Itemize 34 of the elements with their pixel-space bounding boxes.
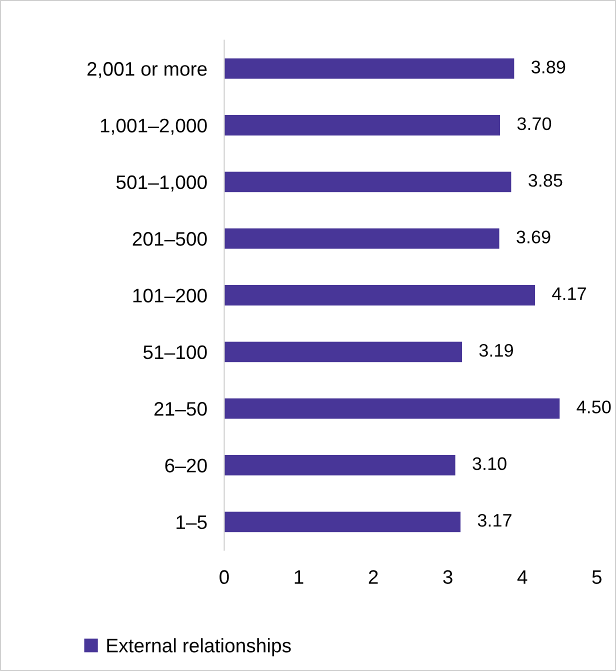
text: 3.10 <box>472 457 506 470</box>
text: 3.69 <box>516 230 550 244</box>
y-tick-label: 201–500 <box>132 232 207 246</box>
y-tick-label: 101–200 <box>133 288 207 302</box>
bar <box>224 342 462 362</box>
y-tick-label: 21–50 <box>154 402 207 416</box>
y-tick-label: 6–20 <box>165 458 207 472</box>
y-tick-label: 2,001 or more <box>87 62 207 78</box>
bar <box>224 228 500 249</box>
y-tick-label: 1,001–2,000 <box>100 118 207 135</box>
y-tick-label: 51–100 <box>143 345 207 360</box>
text: 3.85 <box>528 174 562 187</box>
x-tick-label: 3 <box>443 570 452 584</box>
text: 3.17 <box>478 514 512 527</box>
bar <box>224 172 512 192</box>
y-tick-label: 1–5 <box>176 516 207 530</box>
bar <box>224 455 456 476</box>
x-tick-label: 5 <box>592 570 602 584</box>
x-tick-label: 4 <box>517 570 528 584</box>
bar <box>224 115 500 136</box>
text: 4.50 <box>576 400 611 414</box>
text: 3.70 <box>517 117 552 130</box>
y-tick-label: 501–1,000 <box>116 175 207 192</box>
x-tick-label: 2 <box>368 570 378 584</box>
text: 4.17 <box>552 287 586 300</box>
text: 3.89 <box>532 60 566 74</box>
bar <box>224 58 514 79</box>
text: 3.19 <box>479 344 513 357</box>
bar <box>224 398 560 419</box>
x-tick-label: 0 <box>220 570 229 584</box>
x-tick-label: 1 <box>294 570 304 584</box>
bar <box>224 285 536 306</box>
legend-label: External relationships <box>107 638 291 656</box>
bar <box>224 512 461 532</box>
